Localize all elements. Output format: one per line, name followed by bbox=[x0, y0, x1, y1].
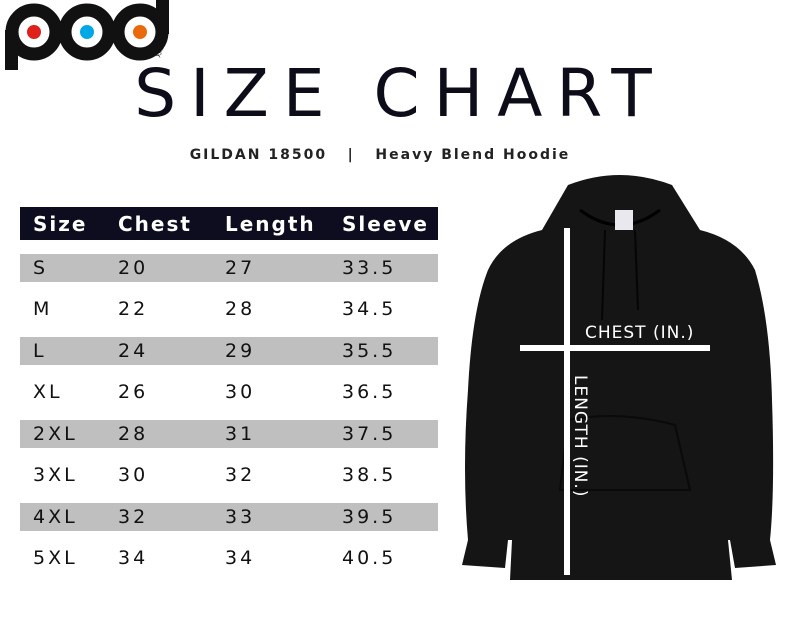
cell-sleeve: 35.5 bbox=[342, 339, 397, 362]
cell-sleeve: 37.5 bbox=[342, 422, 397, 445]
header-chest: Chest bbox=[118, 211, 192, 236]
pod-logo: XMAS bbox=[5, 0, 169, 70]
cell-chest: 28 bbox=[118, 422, 149, 445]
table-row: XL 26 30 36.5 bbox=[20, 378, 438, 406]
cell-size: L bbox=[33, 339, 47, 362]
cell-length: 32 bbox=[225, 464, 256, 486]
cell-sleeve: 38.5 bbox=[342, 464, 397, 486]
header-sleeve: Sleeve bbox=[342, 211, 429, 236]
table-row: L 24 29 35.5 bbox=[20, 336, 438, 365]
cell-chest: 26 bbox=[118, 381, 149, 403]
table-row: 3XL 30 32 38.5 bbox=[20, 461, 438, 489]
size-table: Size Chest Length Sleeve S 20 27 33.5 M 22 28 3… bbox=[20, 207, 438, 572]
cell-length: 27 bbox=[225, 256, 256, 279]
hoodie-body bbox=[462, 175, 776, 580]
cell-sleeve: 39.5 bbox=[342, 505, 397, 528]
length-line bbox=[564, 228, 570, 575]
cell-length: 28 bbox=[225, 298, 256, 320]
cell-size: 4XL bbox=[33, 505, 78, 528]
table-row: S 20 27 33.5 bbox=[20, 253, 438, 282]
cell-length: 30 bbox=[225, 381, 256, 403]
cell-length: 31 bbox=[225, 422, 256, 445]
cell-chest: 34 bbox=[118, 547, 149, 569]
hoodie-image: CHEST (IN.) LENGTH (IN.) bbox=[462, 175, 776, 580]
table-row: 4XL 32 33 39.5 bbox=[20, 502, 438, 531]
cell-size: 3XL bbox=[33, 464, 78, 486]
table-row: 2XL 28 31 37.5 bbox=[20, 419, 438, 448]
length-label: LENGTH (IN.) bbox=[570, 375, 590, 497]
cell-chest: 32 bbox=[118, 505, 149, 528]
page-title: SIZE CHART bbox=[134, 55, 666, 132]
cell-length: 34 bbox=[225, 547, 256, 569]
table-row: 5XL 34 34 40.5 bbox=[20, 544, 438, 572]
cell-length: 29 bbox=[225, 339, 256, 362]
cell-size: 5XL bbox=[33, 547, 78, 569]
table-row: M 22 28 34.5 bbox=[20, 295, 438, 323]
header-size: Size bbox=[33, 211, 88, 236]
cell-size: 2XL bbox=[33, 422, 78, 445]
cell-sleeve: 34.5 bbox=[342, 298, 397, 320]
cell-size: XL bbox=[33, 381, 63, 403]
cell-sleeve: 36.5 bbox=[342, 381, 397, 403]
cell-chest: 30 bbox=[118, 464, 149, 486]
chest-label: CHEST (IN.) bbox=[585, 323, 694, 343]
cell-chest: 22 bbox=[118, 298, 149, 320]
cell-size: M bbox=[33, 298, 53, 320]
product-subtitle: GILDAN 18500 | Heavy Blend Hoodie bbox=[189, 147, 571, 163]
cell-size: S bbox=[33, 256, 49, 279]
cell-length: 33 bbox=[225, 505, 256, 528]
cell-chest: 20 bbox=[118, 256, 149, 279]
cell-sleeve: 33.5 bbox=[342, 256, 397, 279]
cell-sleeve: 40.5 bbox=[342, 547, 397, 569]
table-header: Size Chest Length Sleeve bbox=[20, 207, 438, 240]
cell-chest: 24 bbox=[118, 339, 149, 362]
chest-line bbox=[520, 345, 710, 351]
header-length: Length bbox=[225, 211, 316, 236]
